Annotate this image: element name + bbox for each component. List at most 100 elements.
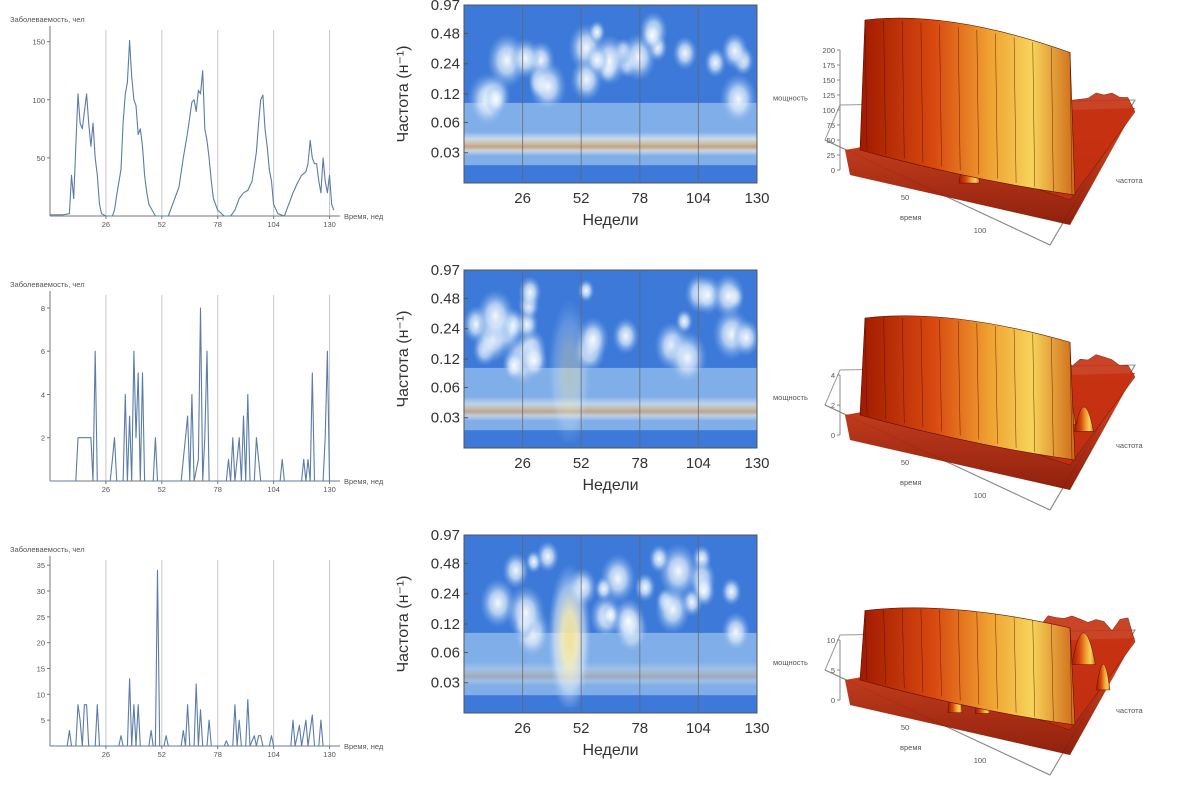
scalogram-x-tick-label: 26 [514,720,531,737]
z-axis-label: мощность [773,393,808,402]
surface-mesh-line [957,610,961,701]
scalogram-blob [634,572,656,602]
surface-mesh-line [920,609,924,693]
x-tick-label: 78 [214,750,222,759]
scalogram-band [464,396,757,421]
scalogram-y-label: Частота (н⁻¹) [395,310,412,407]
z-tick-label: 125 [822,91,835,100]
x-tick-label: 130 [323,750,336,759]
scalogram-x-tick-label: 26 [514,455,531,472]
x-tick-label: 78 [214,485,222,494]
surface-mesh-line [939,609,942,697]
surface-mesh-line [883,20,886,155]
scalogram-x-tick-label: 104 [686,190,711,207]
scalogram-x-tick-label: 104 [686,720,711,737]
surface-mesh-line [957,321,961,436]
x-tick-label: 52 [158,220,166,229]
incidence-line-chart-3: 5 10 15 20 25 30 35 26 52 78 104 130 Заболеваемость,… [10,545,384,759]
scalogram-y-tick-label: 0.97 [431,0,460,14]
scalogram-hotspot [547,563,592,713]
surface-mesh-line [995,33,998,179]
scalogram-x-tick-label: 130 [744,720,769,737]
scalogram-y-tick-label: 0.12 [431,351,460,368]
x-axis-label: время [900,743,922,752]
scalogram-y-tick-label: 0.06 [431,379,460,396]
z-tick-label: 0 [831,696,835,705]
incidence-line-chart-2: 2 4 6 8 26 52 78 104 130 Заболеваемость, чел Время… [10,280,384,494]
z-tick-label: 150 [822,76,835,85]
z-tick-label: 0 [831,431,835,440]
x-tick-label: 26 [102,485,110,494]
scalogram-bottom-edge [464,707,757,713]
surface-mesh-line [957,26,961,171]
y-axis-label: частота [1116,706,1144,715]
scalogram-x-tick-label: 130 [744,190,769,207]
scalogram-blob [711,273,745,319]
x-tick-label: 26 [102,220,110,229]
power-surface-1: 0 25 50 75 100 125 150 175 200 мощность 50 100 время… [773,17,1144,246]
surface-mesh-line [902,21,905,159]
surface-mesh-line [1069,627,1073,726]
scalogram-blob [601,603,620,627]
scalogram-blob [672,36,698,71]
y-tick-label: 5 [41,716,45,725]
x-tick-label: 78 [214,220,222,229]
scalogram-band [464,661,757,686]
surface-mesh-line [920,318,924,428]
y-tick-label: 30 [37,587,45,596]
x-axis-label: время [900,213,922,222]
scalogram-y-tick-label: 0.12 [431,616,460,633]
y-tick-label: 150 [32,38,45,47]
scalogram-blob [510,37,541,80]
surface-mesh-line [883,317,886,420]
scalogram-y-tick-label: 0.24 [431,56,460,73]
z-axis-label: мощность [773,93,808,102]
scalogram-blob [719,73,758,126]
scalogram-blob [667,330,708,386]
panel-row-2: 2 4 6 8 26 52 78 104 130 Заболеваемость, чел Время… [0,265,1181,525]
scalogram-blob [654,584,691,635]
scalogram-blob [505,585,546,640]
scalogram-y-label: Частота (н⁻¹) [395,45,412,142]
surface-mesh-line [976,323,980,440]
scalogram-x-tick-label: 52 [573,190,590,207]
z-tick-label: 0 [831,166,835,175]
surface-mesh-line [1013,617,1017,713]
scalogram-blob [641,20,664,51]
y-axis-label: частота [1116,176,1144,185]
scalogram-blob [520,341,548,381]
scalogram-x-label: Недели [582,742,638,759]
scalogram-y-tick-label: 0.06 [431,644,460,661]
scalogram-y-tick-label: 0.48 [431,555,460,572]
y-axis-label: частота [1116,441,1144,450]
z-tick-label: 100 [822,106,835,115]
scalogram-band [464,131,757,156]
scalogram-blob [585,44,609,76]
surface-mesh-line [902,609,905,689]
scalogram-y-tick-label: 0.06 [431,114,460,131]
scalogram-y-tick-label: 0.97 [431,265,460,279]
x-tick-label: 130 [323,220,336,229]
x-tick-label: 100 [974,756,987,765]
scalogram-x-tick-label: 78 [631,455,648,472]
surface-mesh-line [976,29,980,175]
x-axis-label: Время, нед [344,742,384,751]
scalogram-x-tick-label: 26 [514,190,531,207]
scalogram-y-tick-label: 0.24 [431,321,460,338]
surface-peak [1096,664,1111,691]
z-tick-label: 4 [831,371,835,380]
scalogram-y-tick-label: 0.03 [431,145,460,162]
surface-mesh-line [864,610,868,681]
scalogram-y-tick-label: 0.48 [431,290,460,307]
scalogram-blob [732,318,761,357]
scalogram-hotspot [547,298,592,448]
scalogram-y-tick-label: 0.03 [431,410,460,427]
scalogram-y-tick-label: 0.48 [431,25,460,42]
x-tick-label: 50 [901,723,909,732]
surface-peak [1074,406,1094,432]
z-tick-label: 75 [827,121,835,130]
x-tick-label: 50 [901,193,909,202]
surface-mesh-line [864,19,868,151]
x-tick-label: 26 [102,750,110,759]
wavelet-scalogram-2: 26 52 78 104 130 0.97 0.48 0.24 0.12 0.06 0.03 Неде… [395,265,770,494]
